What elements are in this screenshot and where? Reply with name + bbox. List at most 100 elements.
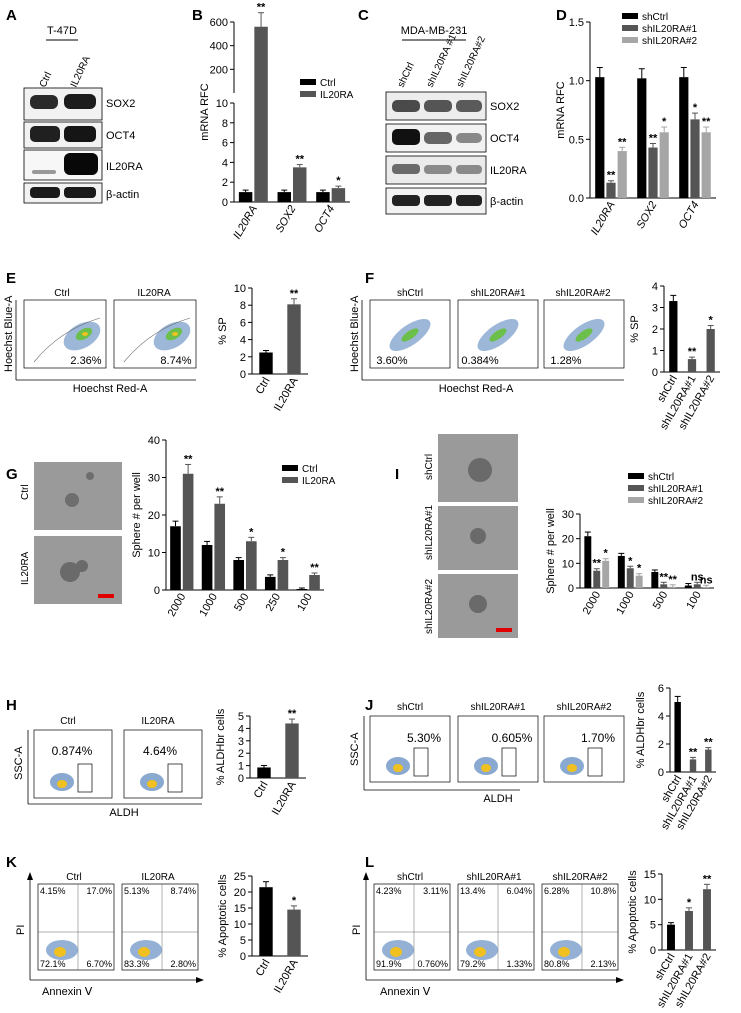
flow-e-dotplot-1 [123,317,191,363]
significance-marker: * [709,315,714,327]
significance-marker: ** [618,136,627,148]
x-tick-label: 2000 [166,592,189,619]
significance-marker: ** [310,562,319,574]
legend-swatch-0 [300,79,316,85]
flow-f-title-0: shCtrl [397,288,423,299]
flow-panel-l: shCtrl shIL20RA#1 shIL20RA#2 4.23% 3.11%… [351,872,624,998]
bar-i-0-0 [584,536,592,588]
flow-e-xlabel: Hoechst Red-A [73,383,148,395]
panel-letter-f: F [365,270,374,287]
flow-l-0-q2: 3.11% [423,886,448,896]
y-tick-label: 10 [644,894,656,906]
flow-panel-e: Ctrl IL20RA 2.36% 8.74% Hoechst Blue-A H… [3,288,197,395]
flow-k-1-q4: 2.80% [170,959,196,969]
y-tick-label: 0 [240,951,246,963]
flow-f-pct-2: 1.28% [550,355,581,367]
panel-letter-b: B [192,7,203,24]
y-tick-label: 0 [652,367,658,379]
bar-i-0-1 [593,570,601,588]
y-tick-label: 8 [222,118,228,130]
y-tick-label: 0 [238,773,244,785]
bar-g-0-0 [170,526,181,590]
y-tick-label: 200 [210,64,228,76]
y-tick-label: 0.5 [569,134,584,146]
y-tick-label: 40 [148,435,160,447]
legend-swatch-1 [622,25,638,31]
legend-label-1: IL20RA [320,90,354,101]
panel-letter-c: C [358,7,369,24]
bar-i-2-2 [669,586,677,588]
y-tick-label: 4 [240,335,246,347]
panel-letter-l: L [365,854,374,871]
bar-h-0-0 [257,767,271,778]
y-tick-label: 2 [238,748,244,760]
flow-l-2-q3: 80.8% [544,959,570,969]
sphere-images-g: Ctrl IL20RA [20,462,122,604]
flow-panel-h: Ctrl IL20RA 0.874% 4.64% SSC-A ALDH [13,716,203,819]
blot-a-label-actin: β-actin [106,189,139,201]
bar-b-2-1 [331,188,346,202]
y-tick-label: 8 [240,300,246,312]
flow-l-ylabel: PI [351,925,363,935]
bar-g-4-1 [309,575,320,590]
bar-i-0-2 [602,560,610,588]
panel-letter-h: H [6,697,17,714]
flow-j-pct-2: 1.70% [581,731,615,745]
chart-k: 0 5 10 15 20 25 % Apoptotic cells Ctrl * IL20RA [217,871,308,995]
flow-l-0-q1: 4.23% [376,886,402,896]
y-tick-label: 2 [658,739,664,751]
y-tick-label: 4 [658,711,664,723]
x-tick-label: 1000 [614,590,637,617]
significance-marker: ns [691,571,704,583]
x-tick-label: 1000 [197,592,220,619]
significance-marker: ** [290,288,299,300]
bar-i-1-0 [617,555,625,588]
bar-j-2-0 [705,749,712,772]
significance-marker: * [249,526,254,538]
flow-h-title-1: IL20RA [141,716,175,727]
bar-d-1-2 [659,132,669,198]
significance-marker: ** [607,170,616,182]
x-tick-label: Ctrl [254,376,273,397]
x-tick-label: 100 [684,590,704,612]
legend-swatch-1 [628,485,644,491]
flow-k-xlabel: Annexin Ⅴ [42,986,93,998]
sphere-i-label-2: shIL20RA#2 [424,579,435,634]
bar-i-2-1 [660,584,668,588]
significance-marker: ** [295,154,304,166]
significance-marker: ** [649,133,658,145]
y-tick-label: 2 [240,352,246,364]
flow-f-title-1: shIL20RA#1 [470,288,525,299]
y-axis-label: % ALDHbr cells [215,708,227,785]
chart-g: 0 10 20 30 40 Sphere # per well ** 2000 ** 1000 * 5… [131,435,336,619]
flow-k-0-q2: 17.0% [86,886,112,896]
bar-g-0-1 [182,473,194,590]
y-tick-label: 10 [234,919,246,931]
y-tick-label: 4 [652,281,658,293]
scale-bar-i [496,628,512,632]
blot-c-lane-shctrl: shCtrl [396,61,417,89]
flow-e-pct-0: 2.36% [70,355,101,367]
flow-f-ylabel: Hoechst Blue-A [349,295,361,372]
flow-l-1-q1: 13.4% [460,886,486,896]
bar-g-3-1 [277,560,289,590]
legend-label-0: shCtrl [642,12,668,23]
bar-g-1-1 [214,503,226,590]
bar-g-2-1 [246,541,257,590]
sphere-image-ctrl [34,462,122,530]
flow-k-1-q3: 83.3% [124,959,150,969]
legend-swatch-1 [300,91,316,97]
bar-b-2-0 [316,192,330,202]
significance-marker: ** [215,486,224,498]
flow-f-pct-1: 0.384% [461,355,499,367]
flow-h-pct-0: 0.874% [52,744,93,758]
legend-label-0: Ctrl [302,464,318,475]
bar-g-2-0 [233,560,244,590]
significance-marker: * [637,563,642,575]
y-tick-label: 10 [148,548,160,560]
blot-a-lane-ctrl: Ctrl [38,71,55,90]
flow-k-0-q3: 72.1% [40,959,66,969]
bar-k-1-0 [287,909,301,956]
